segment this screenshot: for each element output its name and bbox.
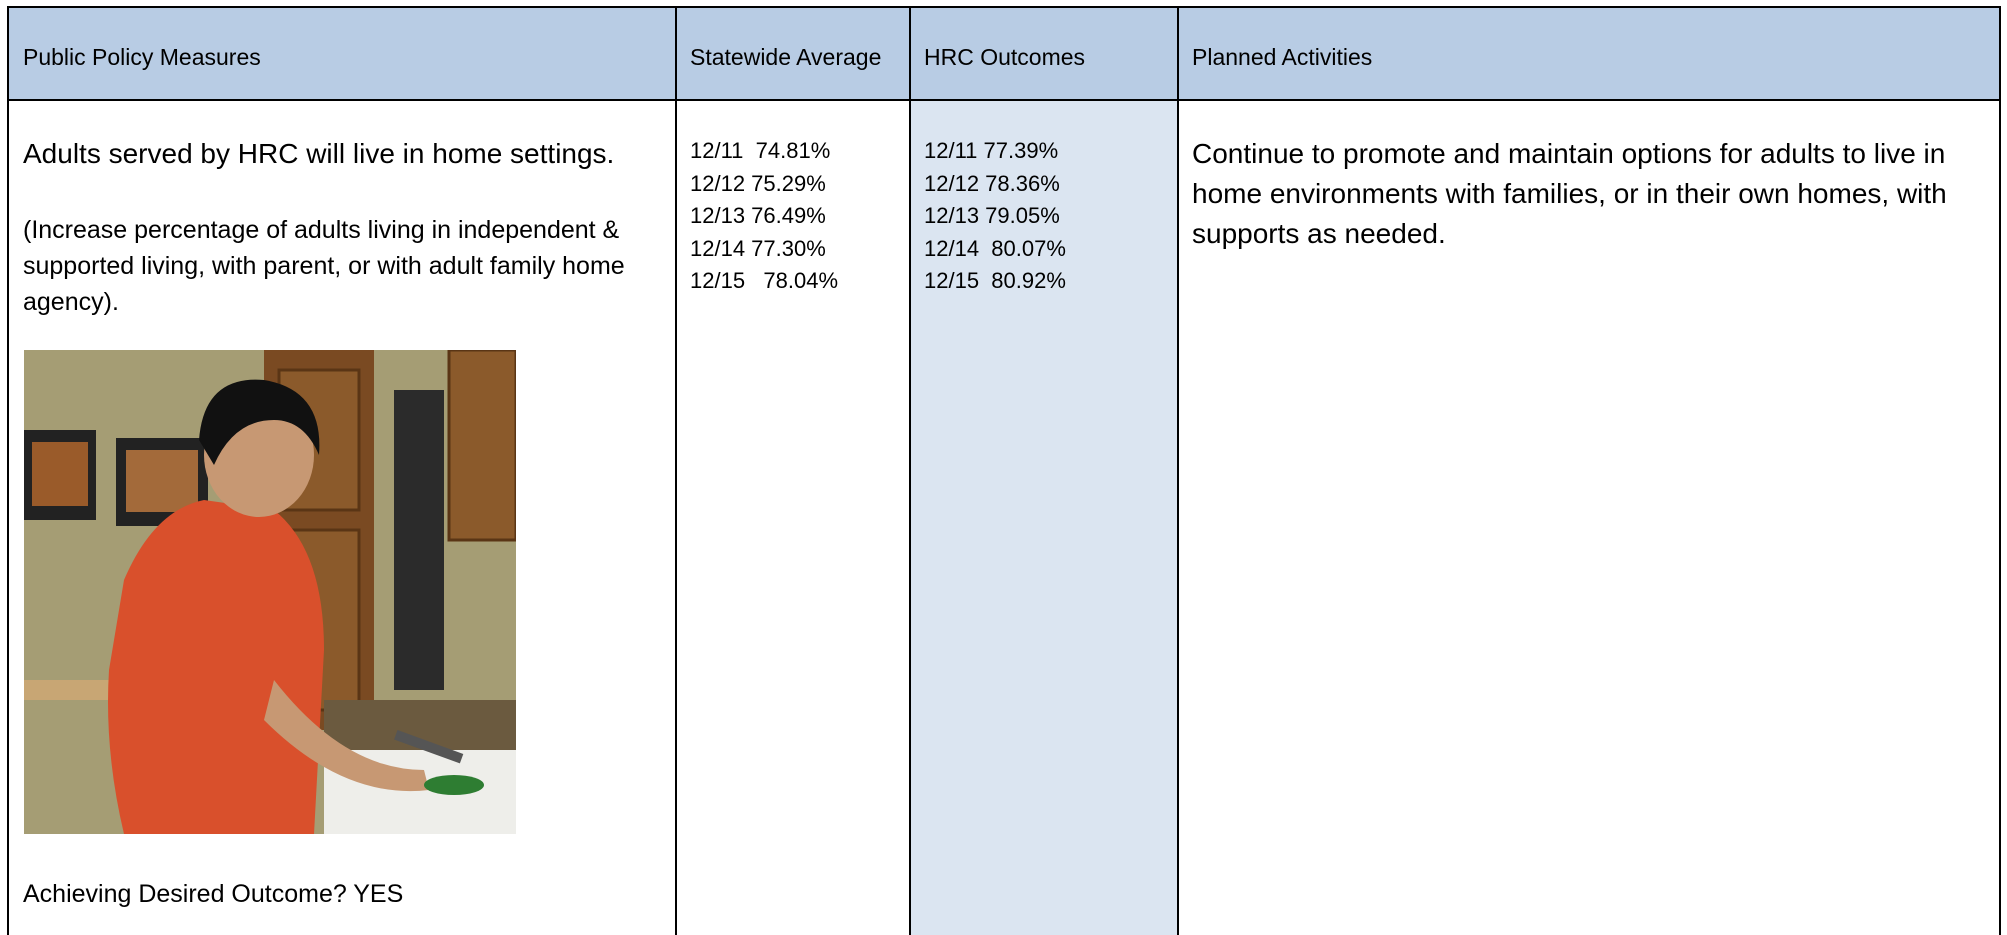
header-cell: HRC Outcomes [924,44,1086,70]
column-divider [909,8,911,935]
column-divider [1177,8,1179,935]
hrc-value: 12/14 80.07% [924,235,1066,261]
header-row [9,8,1999,101]
table: Public Policy Measures Statewide Average… [7,6,2001,935]
statewide-value: 12/11 74.81% [690,138,831,163]
header-cell: Planned Activities [1192,44,1373,70]
hrc-value: 12/13 79.05% [924,203,1060,229]
outcome-status: Achieving Desired Outcome? YES [23,880,404,908]
statewide-value: 12/14 77.30% [690,235,826,261]
measure-statement: Adults served by HRC will live in home s… [23,138,615,169]
hrc-value: 12/12 78.36% [924,170,1060,196]
measure-note: (Increase percentage of adults living in… [23,216,625,316]
header-cell: Statewide Average [690,44,882,70]
planned-activities: Continue to promote and maintain options… [1192,138,1947,249]
statewide-value: 12/12 75.29% [690,170,826,196]
hrc-value: 12/15 80.92% [924,268,1066,294]
statewide-list: 12/11 74.81% 12/12 75.29% 12/13 76.49% 12/1… [690,135,838,298]
statewide-value: 12/15 78.04% [690,268,839,294]
photo [24,350,516,834]
hrc-value: 12/11 77.39% [924,138,1059,163]
hrc-list: 12/11 77.39% 12/12 78.36% 12/13 79.05% 12/1… [924,135,1066,298]
hrc-column [909,101,1177,935]
column-divider [675,8,677,935]
statewide-value: 12/13 76.49% [690,203,826,229]
header-cell: Public Policy Measures [23,44,261,70]
